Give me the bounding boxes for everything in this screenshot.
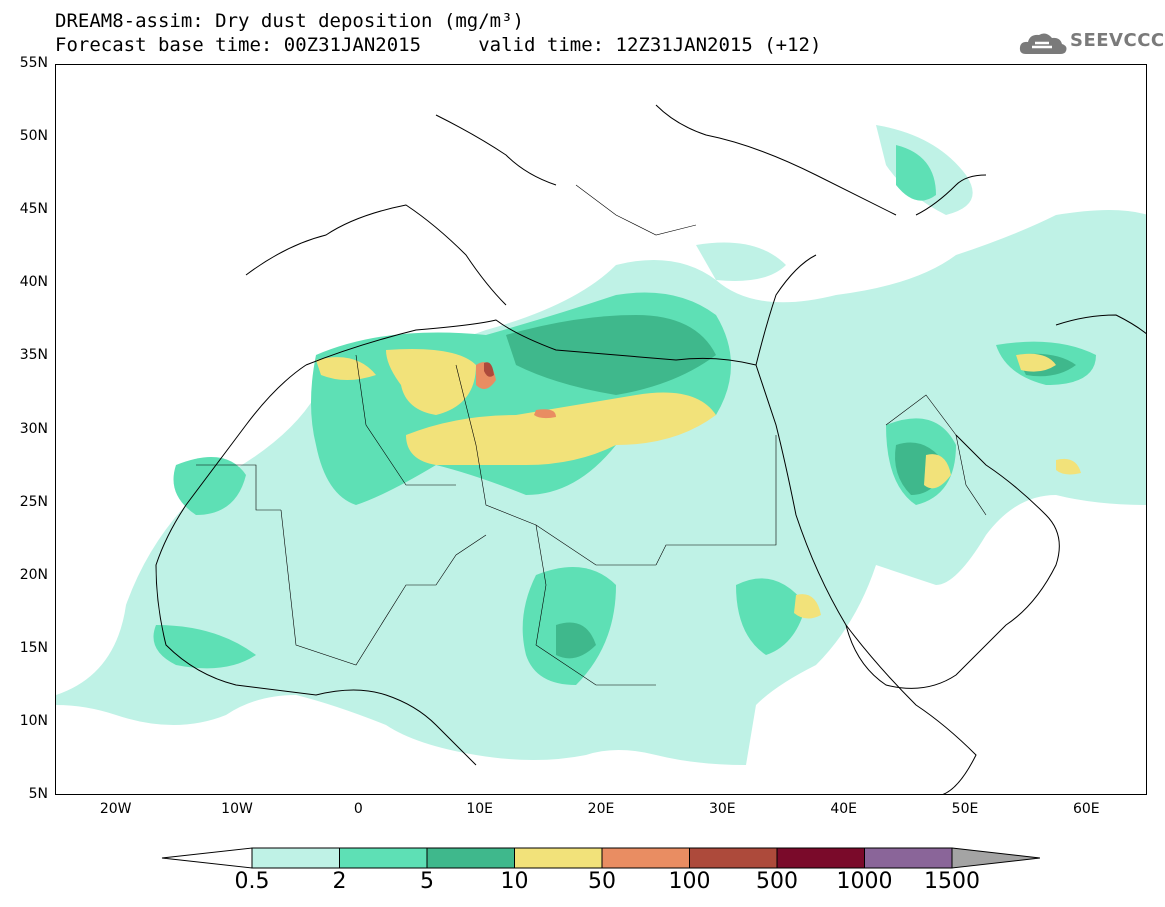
colorbar-level-label: 500 <box>756 869 798 894</box>
dust-deposition-map <box>56 104 1146 794</box>
colorbar-under-triangle <box>161 847 253 869</box>
cloud-icon <box>1019 33 1067 54</box>
lon-tick-label: 0 <box>353 801 363 817</box>
colorbar-level-label: 50 <box>588 869 616 894</box>
lon-tick-label: 30E <box>708 801 736 817</box>
coastlines <box>155 104 1146 794</box>
lon-tick-label: 10E <box>466 801 493 817</box>
lat-tick-label: 50N <box>19 128 48 145</box>
lat-tick-label: 25N <box>19 493 48 510</box>
lat-tick-label: 40N <box>19 274 48 291</box>
lon-tick-label: 20E <box>587 801 615 817</box>
map-area <box>55 64 1147 795</box>
map-title-line1: DREAM8-assim: Dry dust deposition (mg/m³… <box>55 10 524 32</box>
colorbar-level-label: 5 <box>420 869 434 894</box>
deposition-contours <box>56 125 1146 765</box>
colorbar <box>161 847 1040 869</box>
colorbar-segment <box>601 847 690 869</box>
colorbar-segment <box>339 847 428 869</box>
lat-tick-label: 45N <box>19 201 48 218</box>
colorbar-over-triangle <box>951 847 1040 869</box>
lat-tick-label: 5N <box>28 786 48 802</box>
lon-tick-label: 20W <box>99 801 132 817</box>
lat-tick-label: 15N <box>19 639 48 656</box>
lat-tick-label: 35N <box>19 347 48 364</box>
colorbar-level-label: 100 <box>668 869 711 894</box>
lat-tick-label: 30N <box>19 420 48 437</box>
colorbar-level-label: 2 <box>332 869 347 894</box>
colorbar-segment <box>426 847 515 869</box>
lat-tick-label: 55N <box>19 55 48 71</box>
lon-tick-label: 40E <box>830 801 857 817</box>
colorbar-level-label: 1500 <box>924 869 980 894</box>
country-borders <box>196 184 987 686</box>
colorbar-level-label: 10 <box>500 869 529 894</box>
logo-text: SEEVCCC <box>1070 30 1165 51</box>
lat-tick-label: 10N <box>19 712 48 729</box>
lon-tick-label: 60E <box>1072 801 1100 817</box>
map-title-line2: Forecast base time: 00Z31JAN2015 valid t… <box>55 34 822 56</box>
colorbar-segment <box>776 847 865 869</box>
colorbar-level-label: 1000 <box>836 869 893 894</box>
lat-tick-label: 20N <box>19 566 48 583</box>
colorbar-level-label: 0.5 <box>234 869 270 894</box>
lon-tick-label: 50E <box>951 801 979 817</box>
colorbar-segment <box>514 847 603 869</box>
colorbar-segment <box>251 847 340 869</box>
colorbar-segment <box>864 847 953 869</box>
colorbar-segment <box>689 847 778 869</box>
lon-tick-label: 10W <box>221 801 253 817</box>
